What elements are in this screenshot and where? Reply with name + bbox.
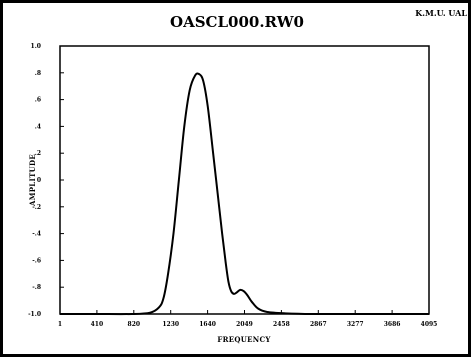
y-tick-label: 0 [37, 177, 41, 184]
y-axis-title: AMPLITUDE [28, 154, 37, 207]
x-tick-label: 1 [58, 321, 62, 328]
x-axis-title: FREQUENCY [217, 335, 271, 344]
series-line-0 [60, 72, 429, 316]
x-tick-label: 2458 [273, 321, 290, 328]
y-tick-label: -.2 [32, 204, 41, 211]
y-tick-label: -.6 [32, 257, 41, 264]
y-tick-label: .2 [35, 150, 41, 157]
x-tick-label: 3686 [384, 321, 401, 328]
corner-label: K.M.U. UAL [415, 8, 467, 18]
x-axis-ticks: 1 410 820 1230 1640 2049 2458 2867 3277 3686 4095 [58, 310, 437, 328]
x-tick-label: 4095 [421, 321, 438, 328]
y-tick-label: .8 [35, 70, 41, 77]
x-tick-label: 1230 [162, 321, 179, 328]
x-tick-label: 820 [128, 321, 141, 328]
y-tick-label: .4 [35, 123, 41, 130]
y-tick-label: -.4 [32, 231, 41, 238]
chart-title: OASCL000.RW0 [170, 13, 304, 31]
y-tick-label: -1.0 [28, 311, 41, 318]
y-axis-ticks: 1.0 .8 .6 .4 .2 0 -.2 -.4 -.6 -.8 -1.0 [28, 43, 64, 318]
x-tick-label: 2049 [236, 321, 253, 328]
y-tick-label: -.8 [32, 284, 41, 291]
y-tick-label: 1.0 [31, 43, 41, 50]
series-layer [60, 72, 429, 316]
x-tick-label: 410 [91, 321, 104, 328]
x-tick-label: 1640 [199, 321, 216, 328]
x-tick-label: 3277 [347, 321, 364, 328]
y-tick-label: .6 [35, 97, 41, 104]
x-tick-label: 2867 [310, 321, 327, 328]
